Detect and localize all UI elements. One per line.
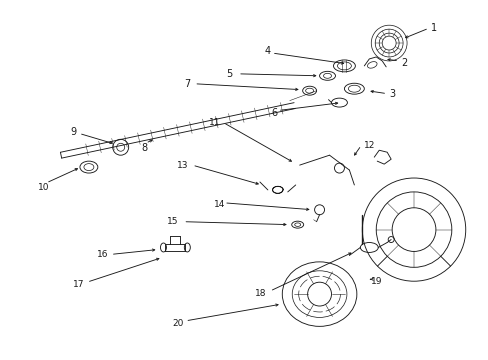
- Text: 15: 15: [166, 217, 178, 226]
- Text: 2: 2: [400, 58, 407, 68]
- Text: 16: 16: [97, 250, 108, 259]
- Text: 8: 8: [141, 143, 147, 153]
- Text: 1: 1: [430, 23, 436, 33]
- Text: 6: 6: [271, 108, 277, 117]
- Text: 10: 10: [39, 184, 50, 193]
- Text: 12: 12: [364, 141, 375, 150]
- Text: 4: 4: [264, 46, 270, 56]
- Text: 14: 14: [214, 200, 225, 209]
- Text: 3: 3: [388, 89, 394, 99]
- Text: 19: 19: [370, 277, 382, 286]
- Text: 11: 11: [208, 118, 220, 127]
- Text: 7: 7: [183, 79, 190, 89]
- Text: 17: 17: [73, 280, 85, 289]
- Text: 13: 13: [177, 161, 188, 170]
- Text: 18: 18: [255, 289, 266, 298]
- Text: 9: 9: [71, 127, 77, 138]
- Text: 20: 20: [172, 319, 183, 328]
- Text: 5: 5: [225, 69, 232, 79]
